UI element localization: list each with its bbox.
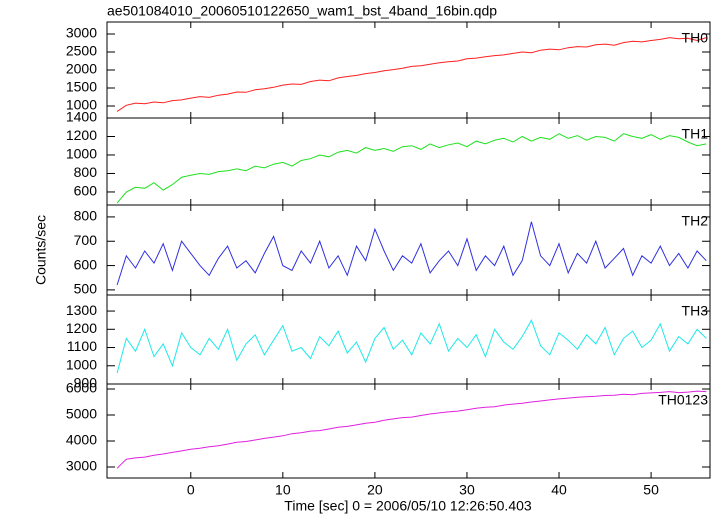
panel-label: TH3 bbox=[682, 303, 709, 319]
y-tick-label: 800 bbox=[74, 208, 98, 224]
y-tick-label: 1300 bbox=[66, 302, 97, 318]
y-tick-label: 5000 bbox=[66, 406, 97, 422]
y-tick-label: 600 bbox=[74, 256, 98, 272]
y-tick-label: 1200 bbox=[66, 320, 97, 336]
y-tick-label: 1500 bbox=[66, 79, 97, 95]
x-tick-label: 40 bbox=[551, 482, 567, 498]
y-tick-label: 500 bbox=[74, 281, 98, 297]
y-tick-label: 1000 bbox=[66, 356, 97, 372]
panel-label: TH0 bbox=[682, 30, 709, 46]
panel-frame bbox=[106, 117, 711, 206]
y-tick-label: 800 bbox=[74, 164, 98, 180]
y-tick-label: 4000 bbox=[66, 432, 97, 448]
y-tick-label: 3000 bbox=[66, 458, 97, 474]
y-tick-label: 600 bbox=[74, 183, 98, 199]
panel-frame bbox=[106, 383, 711, 479]
x-axis-label: Time [sec] 0 = 2006/05/10 12:26:50.403 bbox=[284, 498, 532, 514]
panel-frame bbox=[106, 204, 711, 296]
light-curve bbox=[116, 390, 707, 469]
x-tick-label: 30 bbox=[459, 482, 475, 498]
y-tick-label: 6000 bbox=[66, 380, 97, 396]
y-tick-label: 900 bbox=[74, 375, 98, 391]
y-tick-label: 700 bbox=[74, 232, 98, 248]
y-tick-label: 2000 bbox=[66, 61, 97, 77]
y-axis-label: Counts/sec bbox=[33, 215, 49, 285]
x-tick-label: 10 bbox=[275, 482, 291, 498]
light-curve bbox=[116, 133, 707, 204]
light-curve bbox=[116, 37, 707, 112]
panel-label: TH2 bbox=[682, 213, 709, 229]
chart-title: ae501084010_20060510122650_wam1_bst_4ban… bbox=[107, 3, 497, 19]
y-tick-label: 1000 bbox=[66, 146, 97, 162]
y-tick-label: 1200 bbox=[66, 127, 97, 143]
x-tick-label: 50 bbox=[643, 482, 659, 498]
light-curve bbox=[116, 319, 707, 374]
panel-frame bbox=[106, 294, 711, 385]
light-curve bbox=[116, 221, 707, 286]
panel-frame bbox=[106, 21, 711, 119]
y-tick-label: 1400 bbox=[66, 109, 97, 125]
y-tick-label: 3000 bbox=[66, 25, 97, 41]
y-tick-label: 1000 bbox=[66, 97, 97, 113]
x-tick-label: 20 bbox=[367, 482, 383, 498]
x-tick-label: 0 bbox=[187, 482, 195, 498]
panel-label: TH1 bbox=[682, 126, 709, 142]
y-tick-label: 2500 bbox=[66, 43, 97, 59]
y-tick-label: 1100 bbox=[67, 338, 97, 354]
panel-label: TH0123 bbox=[658, 392, 708, 408]
